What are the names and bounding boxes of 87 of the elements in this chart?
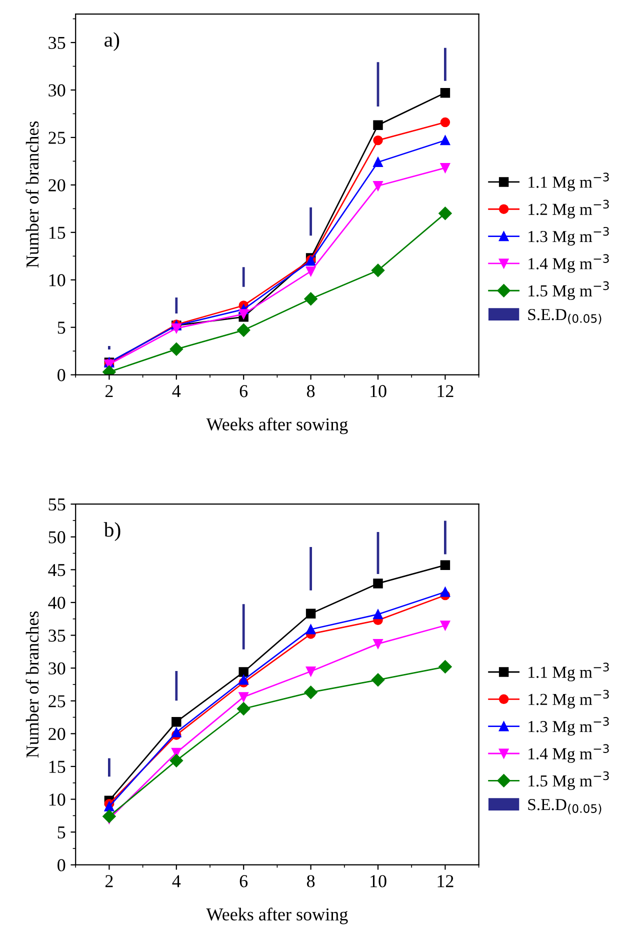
point bbox=[104, 802, 114, 812]
point bbox=[440, 117, 450, 128]
x-tick-label: 4 bbox=[172, 875, 181, 888]
point bbox=[371, 673, 385, 686]
legend-label: 1.1 Mg m$^{−3}$ bbox=[528, 172, 609, 192]
point bbox=[440, 88, 450, 98]
legend-label: 1.5 Mg m$^{−3}$ bbox=[528, 281, 609, 300]
point bbox=[238, 667, 248, 677]
annotation: a) bbox=[104, 32, 120, 51]
point bbox=[438, 206, 452, 220]
x-tick-label: 12 bbox=[438, 875, 454, 888]
legend-label: 1.2 Mg m$^{−3}$ bbox=[528, 200, 609, 218]
x-tick-label: 4 bbox=[172, 385, 181, 398]
x-axis-title: Weeks after sowing bbox=[206, 908, 348, 924]
point bbox=[373, 120, 383, 130]
y-tick-label: 0 bbox=[58, 859, 66, 872]
point bbox=[237, 702, 250, 716]
point bbox=[306, 624, 316, 634]
y-tick-label: 30 bbox=[48, 84, 66, 96]
legend-label: 1.3 Mg m$^{−3}$ bbox=[528, 226, 609, 246]
point bbox=[170, 754, 183, 768]
y-tick-label: 45 bbox=[48, 564, 66, 576]
x-axis-title: Weeks after sowing bbox=[206, 418, 348, 434]
point bbox=[373, 157, 383, 168]
point bbox=[238, 675, 248, 685]
y-tick-label: 35 bbox=[48, 36, 66, 49]
point bbox=[440, 587, 450, 597]
x-tick-label: 8 bbox=[306, 385, 315, 398]
point bbox=[172, 323, 182, 334]
y-axis-title: Number of branches bbox=[26, 121, 39, 268]
y-tick-label: 10 bbox=[49, 274, 66, 286]
x-tick-label: 10 bbox=[370, 385, 386, 398]
legend-label: 1.1 Mg m$^{−3}$ bbox=[528, 662, 609, 682]
y-tick-label: 5 bbox=[58, 826, 66, 838]
legend-label: S.E.D$_{(0.05)}$ bbox=[528, 799, 602, 814]
point bbox=[373, 638, 383, 649]
point bbox=[238, 692, 248, 702]
annotation: b) bbox=[104, 522, 120, 542]
legend-label: 1.3 Mg m$^{−3}$ bbox=[528, 717, 609, 736]
point bbox=[371, 264, 385, 277]
point bbox=[306, 266, 316, 276]
point bbox=[238, 309, 248, 319]
x-tick-label: 10 bbox=[370, 875, 386, 888]
point bbox=[373, 609, 383, 620]
point bbox=[440, 162, 450, 173]
point bbox=[373, 135, 383, 146]
x-tick-label: 6 bbox=[240, 875, 248, 888]
point bbox=[304, 292, 318, 306]
point bbox=[102, 810, 116, 823]
point bbox=[440, 560, 450, 570]
point bbox=[304, 686, 318, 699]
legend-label: 1.4 Mg m$^{−3}$ bbox=[528, 254, 609, 273]
point bbox=[172, 728, 182, 738]
y-tick-label: 20 bbox=[48, 179, 66, 192]
point bbox=[306, 608, 316, 619]
x-tick-label: 8 bbox=[306, 875, 315, 888]
x-tick-label: 6 bbox=[240, 385, 248, 398]
y-tick-label: 55 bbox=[48, 498, 66, 511]
y-tick-label: 50 bbox=[48, 531, 66, 544]
y-tick-label: 15 bbox=[49, 760, 66, 773]
y-tick-label: 20 bbox=[48, 728, 66, 740]
y-tick-label: 0 bbox=[58, 369, 66, 382]
y-tick-label: 15 bbox=[49, 226, 66, 239]
point bbox=[440, 620, 450, 630]
x-tick-label: 2 bbox=[105, 385, 113, 398]
y-tick-label: 25 bbox=[48, 132, 66, 144]
point bbox=[373, 578, 383, 588]
point bbox=[172, 717, 182, 727]
y-axis-title: Number of branches bbox=[26, 611, 39, 758]
point bbox=[237, 324, 250, 337]
y-tick-label: 40 bbox=[48, 596, 66, 609]
point bbox=[440, 135, 450, 146]
y-tick-label: 10 bbox=[49, 794, 66, 806]
legend-label: S.E.D$_{(0.05)}$ bbox=[528, 308, 602, 324]
y-tick-label: 5 bbox=[58, 322, 66, 334]
legend-label: 1.4 Mg m$^{−3}$ bbox=[528, 744, 609, 763]
x-tick-label: 12 bbox=[438, 385, 454, 398]
legend-label: 1.5 Mg m$^{−3}$ bbox=[528, 771, 609, 790]
y-tick-label: 30 bbox=[48, 662, 66, 675]
point bbox=[170, 342, 183, 356]
point bbox=[306, 666, 316, 676]
point bbox=[438, 660, 452, 674]
point bbox=[373, 181, 383, 191]
legend-label: 1.2 Mg m$^{−3}$ bbox=[528, 690, 609, 708]
y-tick-label: 25 bbox=[48, 695, 66, 708]
y-tick-label: 35 bbox=[48, 630, 66, 642]
x-tick-label: 2 bbox=[105, 875, 113, 888]
